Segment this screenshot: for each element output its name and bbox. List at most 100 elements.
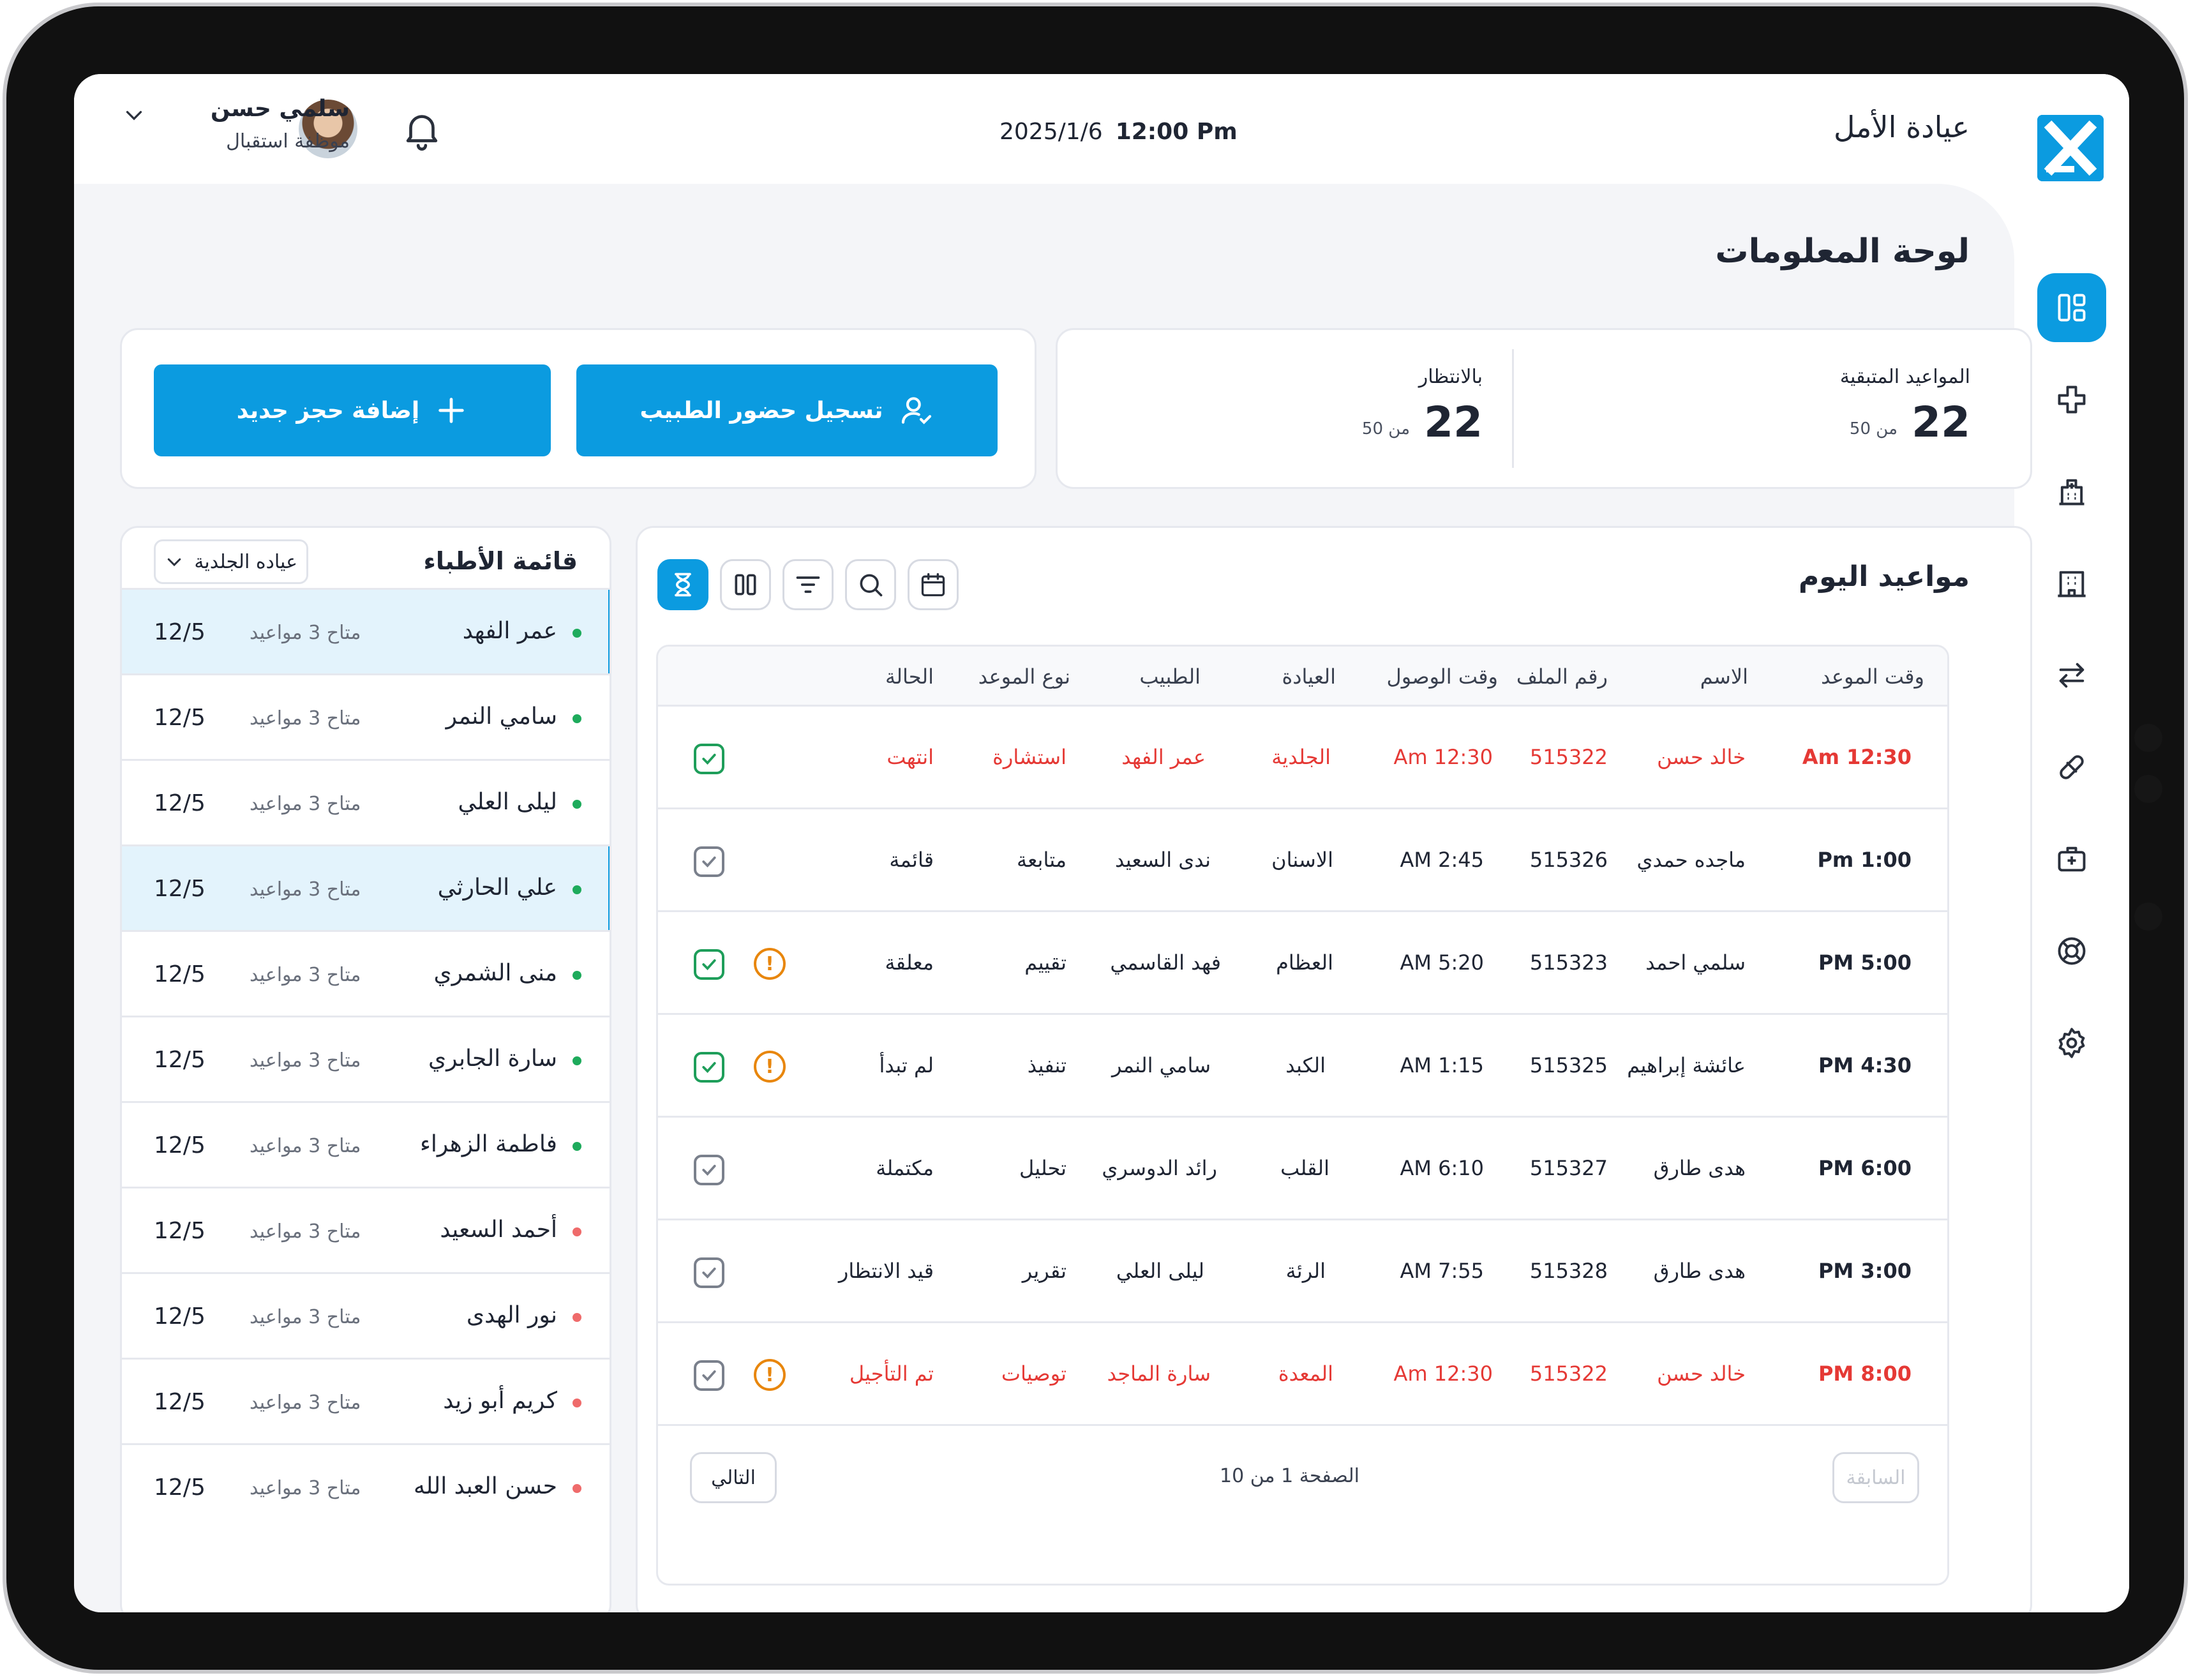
time-text: 12:00 Pm (1115, 119, 1238, 145)
columns-view-button[interactable] (720, 559, 771, 610)
cell-file: 515328 (1529, 1259, 1608, 1283)
cell-clinic: الرئة (1285, 1259, 1326, 1283)
camera-dot (2134, 903, 2162, 931)
nav-pill[interactable] (2037, 733, 2106, 802)
cell-doctor: سامي النمر (1112, 1053, 1211, 1077)
doctor-attendance-button[interactable]: تسجيل حضور الطبيب (576, 364, 998, 456)
clinic-filter-select[interactable]: عياده الجلدية (154, 539, 308, 584)
status-dot (573, 885, 581, 894)
doctor-item[interactable]: علي الحارثي متاح 3 مواعيد 12/5 (122, 844, 610, 932)
nav-settings[interactable] (2037, 1009, 2106, 1077)
table-row[interactable]: 4:30 PM عائشة إبراهيم 515325 1:15 AM الك… (658, 1015, 1947, 1118)
cell-time: 12:30 Am (1802, 745, 1912, 769)
row-checkbox[interactable] (694, 1360, 724, 1391)
warning-icon[interactable]: ! (754, 1051, 786, 1083)
page-info: الصفحة 1 من 10 (1220, 1465, 1359, 1487)
bell-icon[interactable] (400, 107, 444, 152)
cell-name: خالد حسن (1657, 745, 1746, 769)
doctor-date: 12/5 (154, 876, 206, 902)
calendar-button[interactable] (908, 559, 959, 610)
nav-hospital[interactable] (2037, 457, 2106, 526)
row-checkbox[interactable] (694, 949, 724, 980)
cell-clinic: الكبد (1285, 1053, 1326, 1077)
cell-clinic: القلب (1280, 1156, 1329, 1180)
table-row[interactable]: 6:00 PM هدى طارق 515327 6:10 AM القلب را… (658, 1118, 1947, 1220)
appointments-table: وقت الموعد الاسم رقم الملف وقت الوصول ال… (656, 645, 1949, 1586)
table-row[interactable]: 3:00 PM هدى طارق 515328 7:55 AM الرئة لي… (658, 1220, 1947, 1323)
new-booking-button[interactable]: إضافة حجز جديد (154, 364, 551, 456)
hospital-icon (2059, 479, 2084, 506)
doctor-item[interactable]: نور الهدى متاح 3 مواعيد 12/5 (122, 1272, 610, 1358)
avatar[interactable] (299, 100, 357, 158)
cell-name: سلمي احمد (1645, 950, 1746, 975)
user-name[interactable]: سلمي حسن (210, 96, 350, 122)
doctor-item[interactable]: سارة الجابري متاح 3 مواعيد 12/5 (122, 1016, 610, 1101)
search-icon (860, 574, 883, 597)
prev-page-button[interactable]: السابقة (1832, 1452, 1919, 1503)
cell-doctor: ندى السعيد (1115, 848, 1211, 872)
warning-icon[interactable]: ! (754, 948, 786, 980)
col-status: الحالة (885, 664, 934, 689)
doctor-availability: متاح 3 مواعيد (250, 1220, 361, 1243)
nav-first-aid[interactable] (2037, 825, 2106, 894)
status-dot (573, 971, 581, 980)
cell-type: توصيات (1001, 1361, 1067, 1386)
cell-arrival: 1:15 AM (1400, 1053, 1484, 1077)
row-checkbox[interactable] (694, 1052, 724, 1083)
nav-medical[interactable] (2037, 365, 2106, 434)
doctor-name: أحمد السعيد (440, 1217, 557, 1243)
doctor-item[interactable]: حسن العبد الله متاح 3 مواعيد 12/5 (122, 1443, 610, 1529)
app-screen: عيادة الأمل 2025/1/6 12:00 Pm سلمي حسن م… (74, 74, 2129, 1612)
doctor-attendance-label: تسجيل حضور الطبيب (640, 397, 883, 424)
stat-waiting-value: 22 (1424, 398, 1483, 447)
row-checkbox[interactable] (694, 846, 724, 877)
nav-transfer[interactable] (2037, 641, 2106, 710)
doctor-item[interactable]: أحمد السعيد متاح 3 مواعيد 12/5 (122, 1187, 610, 1272)
status-dot (573, 629, 581, 638)
doctor-name: كريم أبو زيد (443, 1388, 557, 1414)
top-bar: عيادة الأمل 2025/1/6 12:00 Pm سلمي حسن م… (74, 74, 2129, 184)
table-row[interactable]: 5:00 PM سلمي احمد 515323 5:20 AM العظام … (658, 912, 1947, 1015)
cell-status: لم تبدأ (879, 1053, 934, 1077)
doctor-name: عمر الفهد (462, 618, 557, 644)
cell-doctor: سارة الماجد (1107, 1361, 1211, 1386)
cell-file: 515322 (1529, 1361, 1608, 1386)
filter-button[interactable] (782, 559, 834, 610)
doctor-availability: متاح 3 مواعيد (250, 1135, 361, 1157)
doctor-item[interactable]: فاطمة الزهراء متاح 3 مواعيد 12/5 (122, 1101, 610, 1187)
doctor-item[interactable]: كريم أبو زيد متاح 3 مواعيد 12/5 (122, 1358, 610, 1443)
nav-support[interactable] (2037, 917, 2106, 986)
cell-type: تقييم (1024, 950, 1067, 975)
doctor-item[interactable]: عمر الفهد متاح 3 مواعيد 12/5 (122, 588, 610, 675)
cell-clinic: المعدة (1278, 1361, 1333, 1386)
check-icon (702, 1164, 716, 1176)
pending-view-button[interactable] (657, 559, 708, 610)
row-checkbox[interactable] (694, 1257, 724, 1288)
next-page-button[interactable]: التالي (690, 1452, 777, 1503)
table-row[interactable]: 8:00 PM خالد حسن 515322 12:30 Am المعدة … (658, 1323, 1947, 1426)
doctor-item[interactable]: ليلى العلي متاح 3 مواعيد 12/5 (122, 759, 610, 844)
doctor-item[interactable]: منى الشمري متاح 3 مواعيد 12/5 (122, 930, 610, 1016)
stat-remaining-of: من 50 (1849, 419, 1897, 439)
nav-dashboard[interactable] (2037, 273, 2106, 342)
nav-building[interactable] (2037, 549, 2106, 618)
row-checkbox[interactable] (694, 1155, 724, 1185)
cell-time: 3:00 PM (1818, 1259, 1912, 1283)
cell-status: قائمة (889, 848, 934, 872)
doctor-name: حسن العبد الله (414, 1473, 557, 1499)
medical-cross-icon (2058, 386, 2086, 414)
table-row[interactable]: 12:30 Am خالد حسن 515322 12:30 Am الجلدي… (658, 707, 1947, 809)
doctor-availability: متاح 3 مواعيد (250, 793, 361, 815)
cell-arrival: 12:30 Am (1393, 1361, 1493, 1386)
date-time: 2025/1/6 12:00 Pm (999, 119, 1238, 145)
chevron-down-icon[interactable] (123, 103, 146, 126)
search-button[interactable] (845, 559, 896, 610)
table-row[interactable]: 1:00 Pm ماجده حمدي 515326 2:45 AM الاسنا… (658, 809, 1947, 912)
warning-icon[interactable]: ! (754, 1359, 786, 1391)
row-checkbox[interactable] (694, 744, 724, 774)
cell-name: عائشة إبراهيم (1627, 1053, 1746, 1077)
check-icon (702, 753, 716, 765)
doctor-date: 12/5 (154, 1474, 206, 1501)
status-dot (573, 1484, 581, 1493)
doctor-item[interactable]: سامي النمر متاح 3 مواعيد 12/5 (122, 673, 610, 759)
